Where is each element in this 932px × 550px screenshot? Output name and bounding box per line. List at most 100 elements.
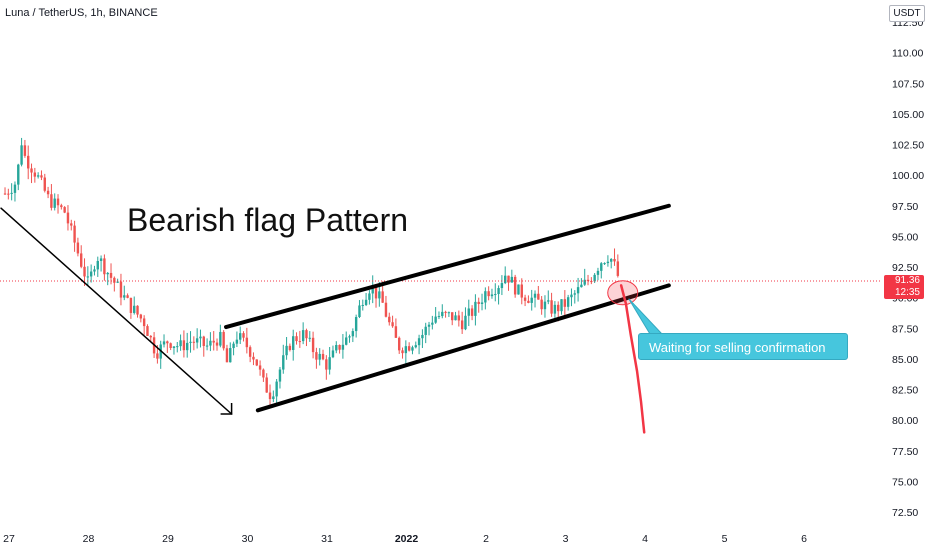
candle	[262, 368, 265, 382]
candle	[361, 299, 364, 311]
price-tick-label: 80.00	[892, 415, 918, 427]
candle	[447, 311, 451, 318]
price-tick-label: 95.00	[892, 231, 918, 243]
drawings-layer	[0, 203, 671, 434]
candle	[126, 293, 129, 299]
candle	[517, 284, 520, 295]
candle	[252, 352, 255, 366]
candle	[441, 304, 444, 319]
candle	[523, 294, 527, 307]
candle	[242, 331, 245, 342]
candle	[467, 299, 470, 327]
candle	[394, 318, 398, 338]
candle	[99, 255, 103, 272]
candle	[265, 373, 268, 393]
currency-badge[interactable]: USDT	[889, 5, 925, 22]
candle	[560, 299, 563, 315]
candle	[566, 294, 570, 311]
candle	[464, 307, 467, 331]
candle	[103, 254, 106, 281]
candle	[530, 289, 533, 311]
candle	[374, 285, 378, 308]
candle	[398, 336, 401, 354]
time-tick-label: 6	[801, 533, 807, 545]
candle	[209, 332, 212, 352]
price-tick-label: 77.50	[892, 446, 918, 458]
candle	[520, 278, 523, 305]
projection-path[interactable]	[619, 284, 646, 434]
candle	[550, 292, 553, 317]
candle	[40, 170, 43, 181]
candle	[113, 276, 116, 292]
candle	[338, 344, 341, 354]
time-axis: 27 28 29 30 31 2022 2 3 4 5 6	[3, 533, 807, 545]
candle	[239, 326, 242, 345]
candle	[182, 330, 186, 358]
candle	[50, 184, 53, 211]
candle	[305, 328, 308, 347]
candle	[258, 360, 262, 376]
candle	[63, 206, 66, 214]
candle	[318, 348, 321, 366]
flag-lower-line[interactable]	[255, 283, 671, 413]
candle	[179, 334, 182, 351]
candle	[540, 296, 543, 315]
candle	[431, 315, 434, 330]
price-tick-label: 107.50	[892, 78, 924, 90]
candle	[149, 335, 152, 342]
candle	[195, 328, 199, 349]
candle	[139, 313, 143, 323]
candle	[510, 269, 514, 283]
candle	[547, 290, 550, 305]
candle	[335, 341, 338, 354]
candle	[484, 287, 487, 310]
candle	[497, 285, 500, 305]
candle	[580, 278, 583, 288]
candle	[474, 294, 477, 326]
candle	[166, 340, 169, 353]
callout-pointer	[628, 298, 664, 335]
candle	[89, 264, 93, 283]
candle	[421, 329, 424, 349]
candle	[225, 344, 229, 363]
candle	[424, 322, 427, 344]
candle	[348, 334, 351, 343]
candle	[285, 337, 288, 360]
candle	[248, 345, 252, 363]
candle	[427, 321, 431, 336]
candle	[222, 330, 225, 351]
candle	[80, 245, 83, 269]
candle	[46, 186, 50, 199]
candle	[490, 288, 494, 299]
flag-upper-line[interactable]	[224, 203, 671, 330]
candle	[73, 220, 76, 252]
candle	[513, 274, 517, 298]
price-tick-label: 92.50	[892, 262, 918, 274]
candle	[384, 295, 388, 318]
candle	[527, 295, 530, 304]
candle	[33, 167, 37, 183]
candle	[610, 258, 613, 269]
price-tick-label: 100.00	[892, 170, 924, 182]
candle	[401, 347, 404, 359]
time-tick-label: 28	[83, 533, 95, 545]
candle	[563, 290, 567, 318]
candle	[86, 266, 90, 286]
candle	[20, 137, 23, 167]
time-tick-label: 29	[162, 533, 174, 545]
candle	[457, 310, 461, 327]
price-tick-label: 75.00	[892, 476, 918, 488]
candle	[142, 315, 146, 335]
candle	[272, 390, 275, 403]
arrow-head	[220, 403, 233, 415]
candle	[444, 310, 447, 318]
candle	[295, 332, 298, 345]
price-tick-label: 72.50	[892, 507, 918, 519]
candle	[543, 295, 547, 318]
price-tick-label: 97.50	[892, 201, 918, 213]
candle	[43, 173, 46, 193]
candle	[494, 283, 497, 302]
downtrend-line[interactable]	[0, 207, 233, 415]
candle	[189, 331, 192, 353]
